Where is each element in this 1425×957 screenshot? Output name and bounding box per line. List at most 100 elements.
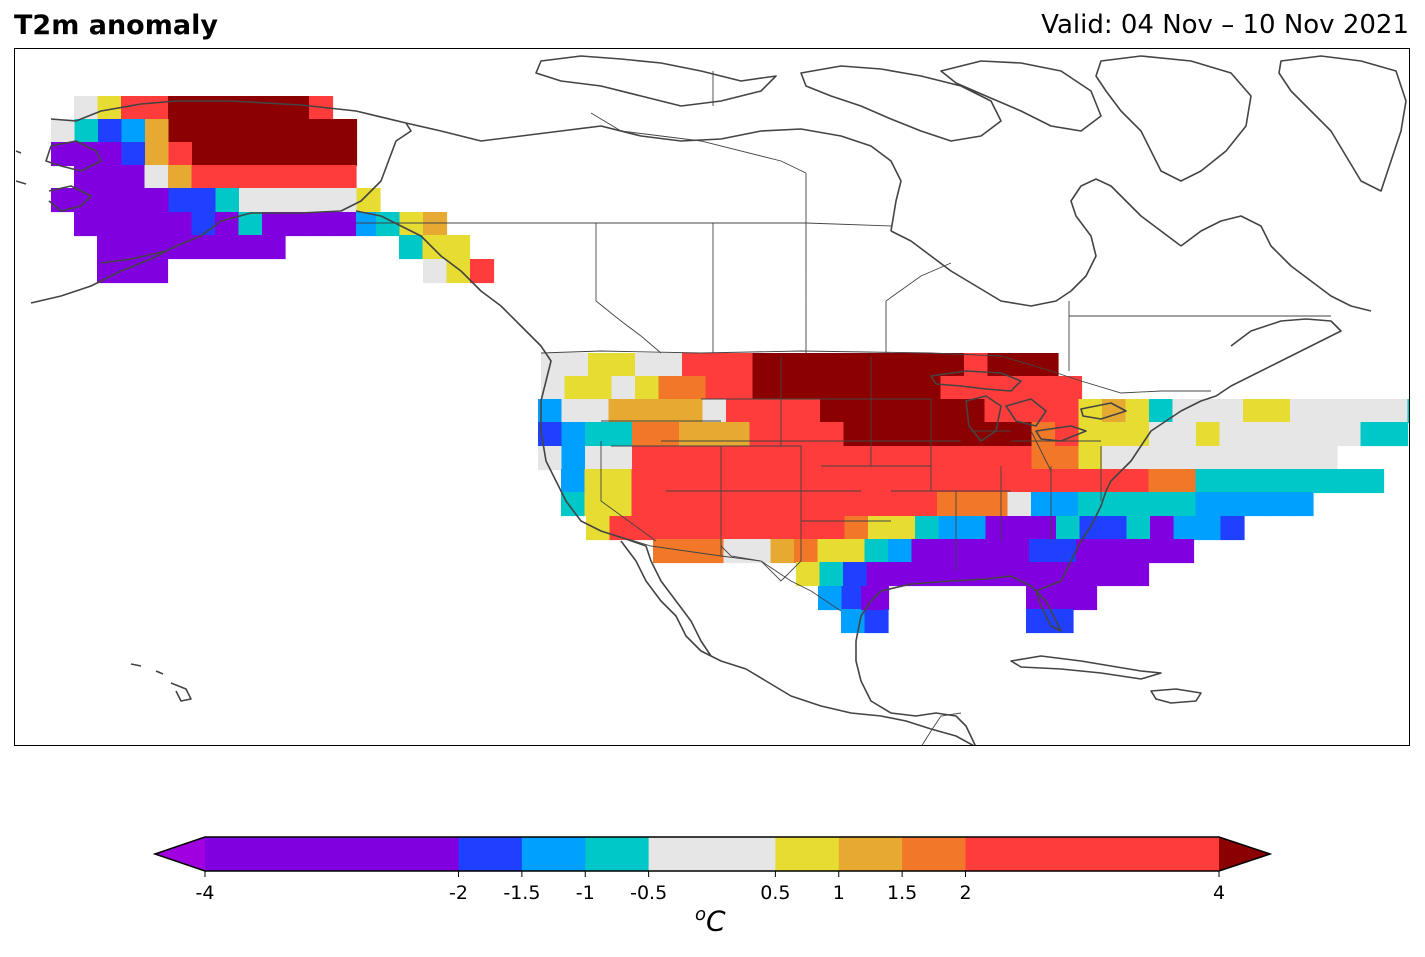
anomaly-cell [98, 188, 123, 213]
anomaly-cell [984, 562, 1009, 587]
anomaly-cell [191, 165, 216, 190]
colorbar-tick-label: 2 [959, 882, 972, 904]
anomaly-cell [682, 353, 707, 378]
anomaly-cell [655, 469, 680, 494]
anomaly-cell [890, 399, 915, 424]
anomaly-cell [984, 469, 1009, 494]
anomaly-cell [1029, 539, 1054, 564]
anomaly-cell [772, 469, 797, 494]
anomaly-cell [633, 516, 658, 541]
anomaly-cell [1219, 422, 1244, 447]
anomaly-cell [239, 142, 264, 167]
anomaly-cell [121, 96, 146, 121]
anomaly-cell [1101, 492, 1126, 517]
anomaly-cell [1073, 586, 1098, 611]
anomaly-cell [585, 399, 610, 424]
anomaly-cell [608, 399, 633, 424]
anomaly-cell [167, 235, 192, 260]
anomaly-cell [914, 446, 939, 471]
anomaly-cell [1266, 492, 1291, 517]
anomaly-cell [1289, 492, 1314, 517]
anomaly-cell [961, 399, 986, 424]
anomaly-cell [823, 376, 848, 401]
anomaly-cell [1049, 586, 1074, 611]
anomaly-cell [168, 142, 193, 167]
anomaly-cell [846, 353, 871, 378]
anomaly-cell [1337, 422, 1362, 447]
anomaly-cell [914, 422, 939, 447]
anomaly-cell [309, 165, 334, 190]
anomaly-cell [890, 469, 915, 494]
colorbar-segment [965, 837, 1220, 871]
anomaly-cell [682, 376, 707, 401]
anomaly-cell [608, 469, 633, 494]
anomaly-cell [1172, 422, 1197, 447]
anomaly-cell [1384, 399, 1409, 424]
anomaly-grid [51, 96, 1409, 634]
anomaly-cell [891, 516, 916, 541]
anomaly-cell [913, 492, 938, 517]
anomaly-cell [729, 376, 754, 401]
anomaly-cell [144, 96, 169, 121]
anomaly-cell [564, 353, 589, 378]
anomaly-cell [1007, 562, 1032, 587]
anomaly-cell [846, 376, 871, 401]
anomaly-cell [680, 516, 705, 541]
anomaly-cell [938, 516, 963, 541]
anomaly-cell [631, 469, 656, 494]
anomaly-cell [1337, 399, 1362, 424]
anomaly-cell [51, 142, 76, 167]
anomaly-cell [423, 259, 448, 284]
anomaly-cell [422, 235, 447, 260]
anomaly-cell [843, 399, 868, 424]
anomaly-cell [773, 446, 798, 471]
anomaly-cell [1052, 539, 1077, 564]
anomaly-cell [1197, 516, 1222, 541]
anomaly-cell [585, 422, 610, 447]
colorbar-segment [585, 837, 650, 871]
anomaly-cell [1219, 469, 1244, 494]
arctic-islands [535, 55, 1407, 192]
anomaly-cell [1196, 399, 1221, 424]
anomaly-cell [935, 539, 960, 564]
anomaly-cell [608, 446, 633, 471]
anomaly-cell [1054, 492, 1079, 517]
anomaly-cell [866, 492, 891, 517]
colorbar-segment [648, 837, 776, 871]
anomaly-cell [868, 516, 893, 541]
anomaly-cell [655, 492, 680, 517]
anomaly-cell [917, 376, 942, 401]
anomaly-cell [631, 492, 656, 517]
anomaly-cell [961, 422, 986, 447]
anomaly-cell [796, 562, 821, 587]
anomaly-cell [960, 492, 985, 517]
anomaly-cell [238, 235, 263, 260]
anomaly-cell [870, 353, 895, 378]
anomaly-cell [97, 165, 122, 190]
anomaly-cell [1026, 609, 1051, 634]
anomaly-cell [285, 212, 310, 237]
anomaly-cell [215, 165, 240, 190]
anomaly-cell [915, 516, 940, 541]
anomaly-cell [1101, 562, 1126, 587]
anomaly-cell [1099, 539, 1124, 564]
anomaly-cell [332, 165, 357, 190]
colorbar-tick-label: -4 [195, 882, 215, 904]
anomaly-cell [1031, 469, 1056, 494]
anomaly-cell [1266, 399, 1291, 424]
anomaly-cell [702, 422, 727, 447]
anomaly-cell [985, 516, 1010, 541]
anomaly-cell [399, 212, 424, 237]
anomaly-cell [145, 142, 170, 167]
anomaly-cell [727, 516, 752, 541]
anomaly-cell [1055, 446, 1080, 471]
anomaly-cell [937, 399, 962, 424]
anomaly-cell [726, 446, 751, 471]
anomaly-cell [1266, 446, 1291, 471]
anomaly-cell [960, 562, 985, 587]
anomaly-cell [1103, 516, 1128, 541]
anomaly-cell [773, 399, 798, 424]
anomaly-cell [611, 376, 636, 401]
alaska-coast [15, 100, 412, 304]
canada-usa-border [356, 222, 1211, 394]
